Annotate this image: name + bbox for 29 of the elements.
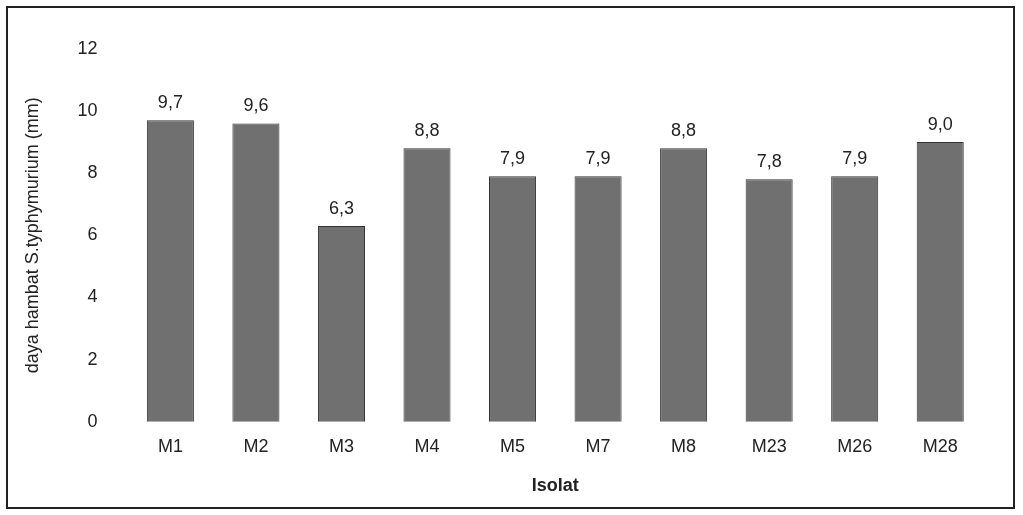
x-axis-title: Isolat [531, 475, 579, 496]
x-tick-label: M8 [671, 435, 697, 456]
x-tick-label: M26 [837, 435, 873, 456]
y-axis-title: daya hambat S.typhymurium (mm) [21, 97, 42, 374]
x-tick-label: M28 [922, 435, 958, 456]
x-tick-label: M1 [157, 435, 183, 456]
y-tick-label: 10 [77, 99, 98, 120]
x-tick-label: M5 [500, 435, 526, 456]
x-tick-label: M3 [328, 435, 354, 456]
y-tick-label: 8 [87, 162, 98, 183]
data-label: 8,8 [671, 120, 697, 141]
x-tick-label: M7 [585, 435, 611, 456]
y-tick-label: 0 [87, 410, 98, 431]
y-tick-label: 12 [77, 37, 98, 58]
data-label: 9,0 [927, 114, 953, 135]
x-tick-label: M4 [414, 435, 440, 456]
y-tick-label: 6 [87, 224, 98, 245]
data-label: 6,3 [328, 197, 354, 218]
x-tick-label: M23 [751, 435, 787, 456]
data-label: 7,9 [500, 148, 526, 169]
x-tick-label: M2 [243, 435, 269, 456]
y-tick-label: 2 [87, 348, 98, 369]
data-label: 7,9 [842, 148, 868, 169]
data-label: 7,9 [585, 148, 611, 169]
data-label: 9,6 [243, 95, 269, 116]
y-tick-label: 4 [87, 286, 98, 307]
data-label: 7,8 [756, 151, 782, 172]
data-label: 9,7 [157, 92, 183, 113]
data-label: 8,8 [414, 120, 440, 141]
